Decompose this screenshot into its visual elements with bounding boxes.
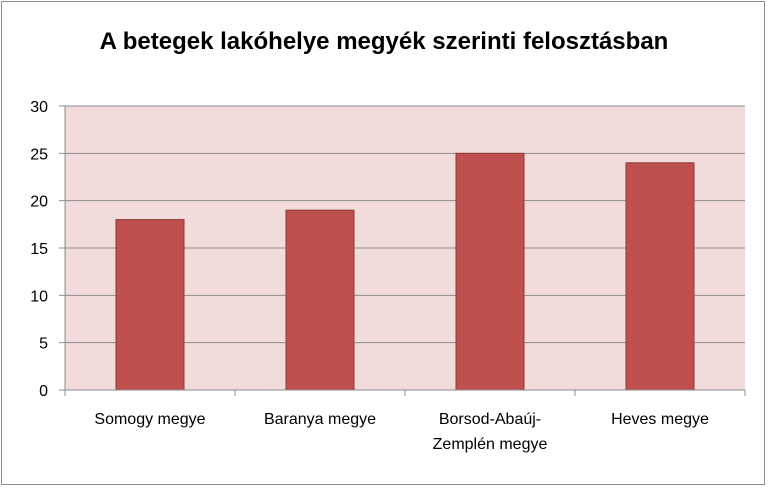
x-tick-label-line: Baranya megye: [264, 411, 376, 428]
y-tick-label: 15: [30, 241, 48, 258]
chart-title: A betegek lakóhelye megyék szerinti felo…: [99, 28, 669, 55]
x-tick-label-line: Zemplén megye: [433, 436, 548, 453]
y-tick-label: 5: [39, 336, 48, 353]
x-tick-label: Borsod-Abaúj- Zemplén megye: [433, 411, 548, 453]
bar: [455, 152, 525, 391]
x-tick-label: Heves megye: [611, 411, 709, 428]
y-tick-label: 10: [30, 288, 48, 305]
y-tick-label: 0: [39, 383, 48, 400]
x-tick-label-line: Somogy megye: [94, 411, 205, 428]
bar: [115, 219, 185, 391]
x-tick-label-line: Borsod-Abaúj-: [439, 411, 541, 428]
bar: [285, 209, 355, 391]
x-tick-label-line: Heves megye: [611, 411, 709, 428]
bar: [625, 162, 695, 391]
x-tick-label: Baranya megye: [264, 411, 376, 428]
y-tick-label: 30: [30, 99, 48, 116]
y-tick-label: 25: [30, 146, 48, 163]
x-tick-label: Somogy megye: [94, 411, 205, 428]
y-tick-label: 20: [30, 194, 48, 211]
